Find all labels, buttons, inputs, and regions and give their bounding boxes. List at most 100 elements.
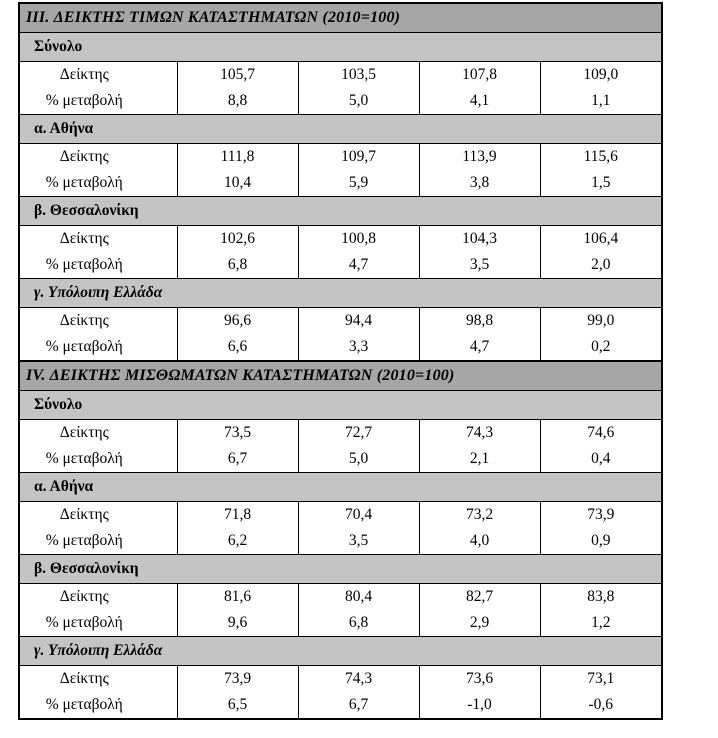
- index-value-4: 73,1: [539, 665, 663, 692]
- change-row: % μεταβολή 6,8 4,7 3,5 2,0: [19, 252, 663, 279]
- change-value-2: 5,0: [297, 446, 419, 473]
- change-value-2: 6,8: [297, 610, 419, 637]
- change-value-4: 0,2: [539, 334, 663, 362]
- index-value-3: 104,3: [418, 225, 540, 252]
- index-value-1: 102,6: [176, 225, 298, 252]
- index-value-2: 80,4: [297, 583, 419, 610]
- change-value-2: 5,0: [297, 88, 419, 115]
- row-label-change: % μεταβολή: [19, 446, 177, 473]
- index-value-2: 70,4: [297, 501, 419, 528]
- index-value-4: 109,0: [539, 61, 663, 88]
- index-value-2: 103,5: [297, 61, 419, 88]
- row-label-index: Δείκτης: [19, 665, 177, 692]
- change-value-2: 4,7: [297, 252, 419, 279]
- index-row: Δείκτης 71,8 70,4 73,2 73,9: [19, 501, 663, 528]
- section-header-row-IV: IV. ΔΕΙΚΤΗΣ ΜΙΣΘΩΜΑΤΩΝ ΚΑΤΑΣΤΗΜΑΤΩΝ (201…: [19, 360, 663, 391]
- change-row: % μεταβολή 6,7 5,0 2,1 0,4: [19, 446, 663, 473]
- index-row: Δείκτης 73,5 72,7 74,3 74,6: [19, 419, 663, 446]
- group-label: Σύνολο: [19, 32, 663, 62]
- change-value-4: 0,9: [539, 528, 663, 555]
- index-row: Δείκτης 81,6 80,4 82,7 83,8: [19, 583, 663, 610]
- change-value-3: 3,8: [418, 170, 540, 197]
- group-label: Σύνολο: [19, 390, 663, 420]
- index-value-3: 82,7: [418, 583, 540, 610]
- change-value-2: 3,5: [297, 528, 419, 555]
- index-row: Δείκτης 73,9 74,3 73,6 73,1: [19, 665, 663, 692]
- change-value-3: 2,9: [418, 610, 540, 637]
- index-value-4: 74,6: [539, 419, 663, 446]
- index-value-4: 106,4: [539, 225, 663, 252]
- change-value-1: 10,4: [176, 170, 298, 197]
- row-label-index: Δείκτης: [19, 501, 177, 528]
- group-label: γ. Υπόλοιπη Ελλάδα: [19, 636, 663, 666]
- index-value-4: 83,8: [539, 583, 663, 610]
- row-label-index: Δείκτης: [19, 225, 177, 252]
- group-header-row: γ. Υπόλοιπη Ελλάδα: [19, 636, 663, 666]
- change-value-1: 8,8: [176, 88, 298, 115]
- index-value-2: 109,7: [297, 143, 419, 170]
- group-label: β. Θεσσαλονίκη: [19, 196, 663, 226]
- section-title-III: III. ΔΕΙΚΤΗΣ ΤΙΜΩΝ ΚΑΤΑΣΤΗΜΑΤΩΝ (2010=10…: [19, 2, 663, 33]
- index-row: Δείκτης 111,8 109,7 113,9 115,6: [19, 143, 663, 170]
- table-body: III. ΔΕΙΚΤΗΣ ΤΙΜΩΝ ΚΑΤΑΣΤΗΜΑΤΩΝ (2010=10…: [19, 2, 663, 720]
- change-value-1: 6,7: [176, 446, 298, 473]
- change-value-2: 6,7: [297, 692, 419, 720]
- change-value-1: 9,6: [176, 610, 298, 637]
- change-row: % μεταβολή 10,4 5,9 3,8 1,5: [19, 170, 663, 197]
- change-value-3: -1,0: [418, 692, 540, 720]
- section-header-row-III: III. ΔΕΙΚΤΗΣ ΤΙΜΩΝ ΚΑΤΑΣΤΗΜΑΤΩΝ (2010=10…: [19, 2, 663, 33]
- group-header-row: β. Θεσσαλονίκη: [19, 196, 663, 226]
- change-value-3: 4,1: [418, 88, 540, 115]
- index-value-3: 98,8: [418, 307, 540, 334]
- change-value-4: 0,4: [539, 446, 663, 473]
- row-label-index: Δείκτης: [19, 583, 177, 610]
- group-header-row: α. Αθήνα: [19, 472, 663, 502]
- group-label: β. Θεσσαλονίκη: [19, 554, 663, 584]
- change-value-1: 6,8: [176, 252, 298, 279]
- index-value-4: 99,0: [539, 307, 663, 334]
- index-value-2: 74,3: [297, 665, 419, 692]
- change-row: % μεταβολή 6,2 3,5 4,0 0,9: [19, 528, 663, 555]
- change-value-1: 6,2: [176, 528, 298, 555]
- row-label-change: % μεταβολή: [19, 528, 177, 555]
- index-row: Δείκτης 96,6 94,4 98,8 99,0: [19, 307, 663, 334]
- change-value-1: 6,6: [176, 334, 298, 362]
- index-row: Δείκτης 105,7 103,5 107,8 109,0: [19, 61, 663, 88]
- row-label-change: % μεταβολή: [19, 334, 177, 362]
- change-value-3: 4,0: [418, 528, 540, 555]
- index-value-3: 73,6: [418, 665, 540, 692]
- change-row: % μεταβολή 9,6 6,8 2,9 1,2: [19, 610, 663, 637]
- index-value-1: 73,9: [176, 665, 298, 692]
- row-label-index: Δείκτης: [19, 307, 177, 334]
- index-value-2: 100,8: [297, 225, 419, 252]
- index-value-1: 73,5: [176, 419, 298, 446]
- index-value-3: 107,8: [418, 61, 540, 88]
- change-value-4: 1,1: [539, 88, 663, 115]
- index-value-2: 72,7: [297, 419, 419, 446]
- index-value-3: 113,9: [418, 143, 540, 170]
- row-label-change: % μεταβολή: [19, 88, 177, 115]
- shop-indices-table: III. ΔΕΙΚΤΗΣ ΤΙΜΩΝ ΚΑΤΑΣΤΗΜΑΤΩΝ (2010=10…: [18, 2, 664, 720]
- change-value-2: 5,9: [297, 170, 419, 197]
- group-label: α. Αθήνα: [19, 472, 663, 502]
- group-header-row: Σύνολο: [19, 390, 663, 420]
- group-label: γ. Υπόλοιπη Ελλάδα: [19, 278, 663, 308]
- group-header-row: γ. Υπόλοιπη Ελλάδα: [19, 278, 663, 308]
- group-header-row: β. Θεσσαλονίκη: [19, 554, 663, 584]
- change-value-1: 6,5: [176, 692, 298, 720]
- change-value-4: 1,2: [539, 610, 663, 637]
- index-value-3: 73,2: [418, 501, 540, 528]
- index-value-4: 73,9: [539, 501, 663, 528]
- change-value-4: 2,0: [539, 252, 663, 279]
- row-label-index: Δείκτης: [19, 419, 177, 446]
- row-label-change: % μεταβολή: [19, 692, 177, 720]
- index-value-1: 105,7: [176, 61, 298, 88]
- group-header-row: α. Αθήνα: [19, 114, 663, 144]
- change-value-4: 1,5: [539, 170, 663, 197]
- change-value-3: 4,7: [418, 334, 540, 362]
- change-row: % μεταβολή 6,5 6,7 -1,0 -0,6: [19, 692, 663, 720]
- change-row: % μεταβολή 6,6 3,3 4,7 0,2: [19, 334, 663, 362]
- row-label-change: % μεταβολή: [19, 170, 177, 197]
- row-label-index: Δείκτης: [19, 143, 177, 170]
